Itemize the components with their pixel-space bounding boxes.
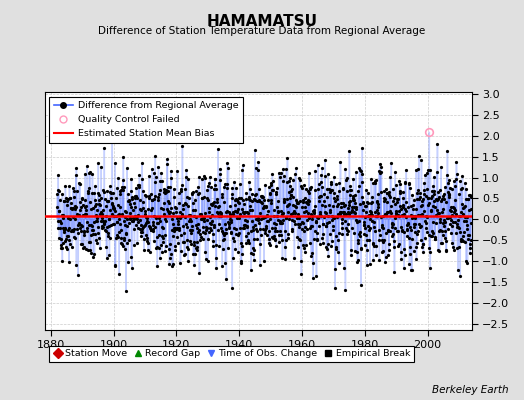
Text: Difference of Station Temperature Data from Regional Average: Difference of Station Temperature Data f… [99,26,425,36]
Text: Berkeley Earth: Berkeley Earth [432,385,508,395]
Text: HAMAMATSU: HAMAMATSU [206,14,318,29]
Legend: Station Move, Record Gap, Time of Obs. Change, Empirical Break: Station Move, Record Gap, Time of Obs. C… [49,346,414,362]
